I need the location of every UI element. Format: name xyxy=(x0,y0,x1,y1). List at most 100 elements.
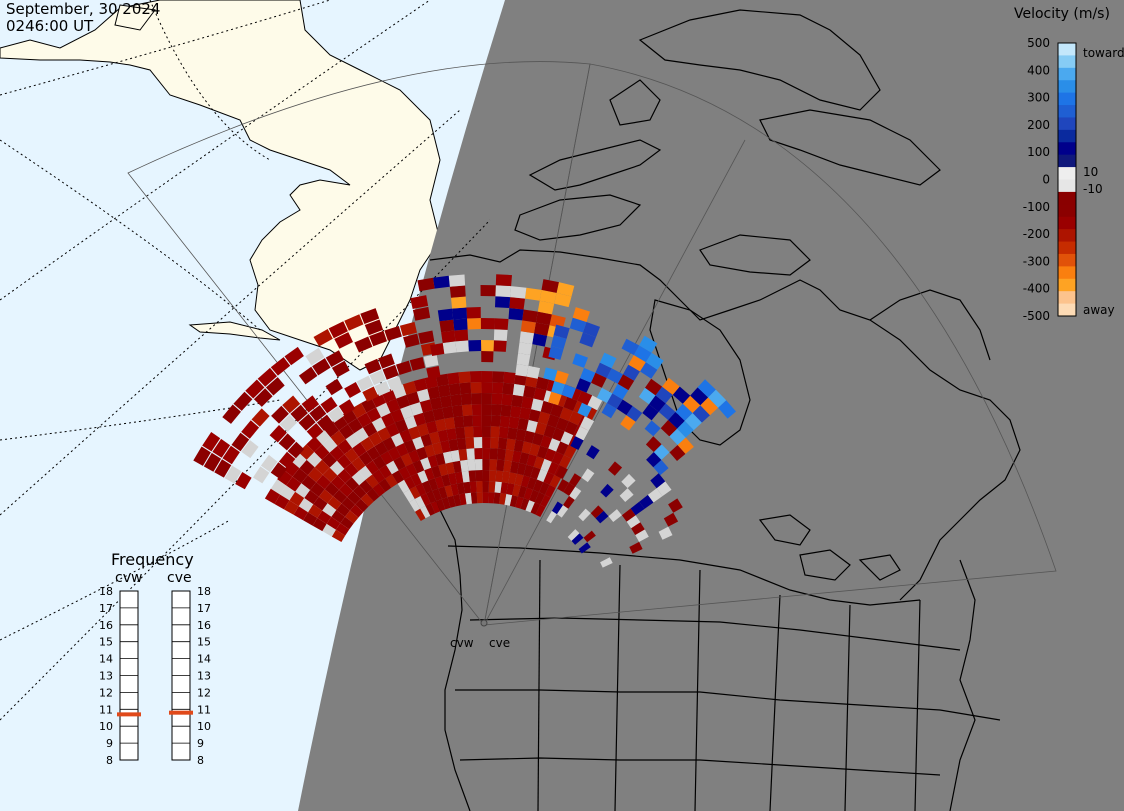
colorbar-swatch xyxy=(1058,43,1076,56)
velocity-cell xyxy=(708,389,727,408)
velocity-cell xyxy=(390,408,405,423)
velocity-cell xyxy=(533,456,545,470)
velocity-cell xyxy=(639,494,654,509)
velocity-cell xyxy=(626,406,643,422)
velocity-cell xyxy=(433,275,450,289)
velocity-cell xyxy=(555,465,568,479)
velocity-cell xyxy=(669,428,686,445)
velocity-cell xyxy=(438,384,451,398)
velocity-cell xyxy=(420,505,431,519)
velocity-cell xyxy=(473,426,483,438)
velocity-cell xyxy=(481,371,493,383)
velocity-cell xyxy=(405,463,418,477)
velocity-cell xyxy=(571,533,584,545)
velocity-cell xyxy=(556,441,569,455)
velocity-cell xyxy=(309,405,327,422)
velocity-cell xyxy=(551,335,567,350)
velocity-cell xyxy=(476,492,483,504)
frequency-scale-label-left: 13 xyxy=(99,670,113,683)
velocity-cell xyxy=(526,454,537,467)
velocity-cell xyxy=(448,439,459,452)
velocity-cell xyxy=(515,364,529,377)
velocity-cell xyxy=(456,438,467,450)
velocity-cell xyxy=(645,378,663,396)
velocity-cell xyxy=(488,481,496,493)
colorbar-swatch xyxy=(1058,179,1076,193)
velocity-cell xyxy=(475,470,483,482)
velocity-cell xyxy=(596,387,613,403)
velocity-cell xyxy=(621,508,636,522)
velocity-cell xyxy=(517,418,529,431)
velocity-cell xyxy=(470,492,478,504)
velocity-cell xyxy=(626,515,641,529)
velocity-cell xyxy=(338,399,356,416)
velocity-cell xyxy=(537,411,551,425)
velocity-cell xyxy=(330,475,346,490)
velocity-cell xyxy=(331,529,346,542)
velocity-cell xyxy=(326,516,341,530)
velocity-cell xyxy=(556,282,575,297)
site-label-cvw: cvw xyxy=(450,636,474,650)
velocity-cell xyxy=(628,355,646,372)
velocity-cell xyxy=(432,408,445,421)
velocity-cell xyxy=(540,400,554,415)
colorbar-swatch xyxy=(1058,216,1076,230)
velocity-cell xyxy=(453,318,468,331)
colorbar-ticks: 500 400 300 200 100 0 -100 -200 -300 -400 -500 xyxy=(1023,36,1050,323)
velocity-cell xyxy=(420,457,432,471)
site-label-cve: cve xyxy=(489,636,510,650)
velocity-cell xyxy=(612,383,629,400)
frequency-panel: Frequency cvw cve 18 18 17 17 16 16 15 15 14 14 13… xyxy=(99,550,211,767)
velocity-cell xyxy=(432,488,442,501)
velocity-cell xyxy=(539,482,550,495)
velocity-cell xyxy=(525,500,535,513)
velocity-cell xyxy=(700,397,719,416)
velocity-cell xyxy=(498,426,509,439)
velocity-cell xyxy=(355,498,369,512)
velocity-cell xyxy=(442,406,454,419)
frequency-scale-label-left: 16 xyxy=(99,619,113,632)
velocity-cell xyxy=(419,399,433,413)
velocity-cell xyxy=(306,436,323,452)
velocity-cell xyxy=(358,451,373,466)
velocity-cell xyxy=(481,351,494,363)
velocity-cell xyxy=(257,367,277,387)
velocity-cell xyxy=(270,462,287,479)
velocity-cell xyxy=(412,306,431,321)
colorbar-tick-label: 400 xyxy=(1027,63,1050,77)
velocity-cell xyxy=(510,405,522,418)
velocity-cell xyxy=(458,448,468,461)
velocity-cell xyxy=(495,285,512,298)
velocity-cell xyxy=(442,451,453,464)
velocity-cell xyxy=(357,412,372,428)
velocity-cell xyxy=(578,508,591,522)
velocity-cell xyxy=(432,442,443,455)
velocity-cell xyxy=(448,472,457,485)
velocity-cell xyxy=(314,444,330,460)
velocity-cell xyxy=(452,405,463,418)
velocity-cell xyxy=(453,494,462,507)
velocity-cell xyxy=(658,526,673,540)
velocity-cell xyxy=(369,330,387,347)
velocity-cell xyxy=(563,482,576,496)
velocity-cell xyxy=(325,378,343,396)
velocity-cell xyxy=(305,347,325,366)
velocity-cell xyxy=(274,494,290,510)
velocity-cell xyxy=(329,460,345,476)
colorbar-swatch xyxy=(1058,266,1076,280)
velocity-cell xyxy=(505,438,516,451)
velocity-cell xyxy=(382,437,396,451)
velocity-cell xyxy=(575,426,589,441)
velocity-cell xyxy=(449,285,466,298)
velocity-cell xyxy=(458,371,471,384)
colorbar-tick-label: -400 xyxy=(1023,282,1050,296)
frequency-radar-cve: cve xyxy=(167,570,192,586)
velocity-cell xyxy=(351,456,366,472)
colorbar-swatch xyxy=(1058,204,1076,218)
velocity-cell xyxy=(426,490,437,504)
velocity-cell xyxy=(507,427,518,440)
time-label: 0246:00 UT xyxy=(6,17,94,35)
velocity-cell xyxy=(495,274,512,287)
frequency-scale-label-left: 8 xyxy=(106,754,113,767)
velocity-cell xyxy=(409,499,421,512)
